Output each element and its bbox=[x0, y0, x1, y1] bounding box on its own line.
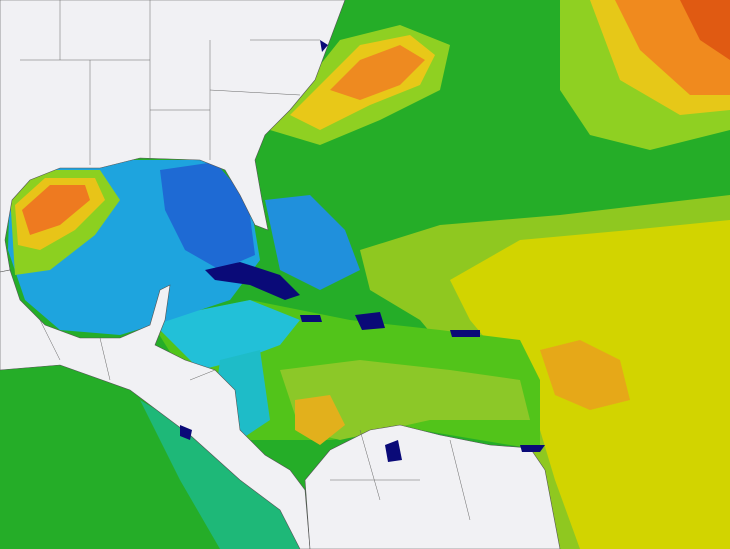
sea-zone bbox=[160, 162, 255, 270]
island bbox=[180, 425, 192, 440]
sea-zone bbox=[540, 340, 630, 410]
island bbox=[205, 262, 300, 300]
sea-zone bbox=[140, 400, 300, 549]
land bbox=[0, 269, 311, 549]
island bbox=[385, 440, 402, 462]
island bbox=[450, 330, 480, 337]
island bbox=[300, 315, 322, 322]
land bbox=[304, 424, 561, 549]
sea-zone bbox=[150, 300, 300, 370]
island bbox=[355, 312, 385, 330]
sea-zone bbox=[295, 395, 345, 445]
sea-zone bbox=[265, 195, 360, 290]
sea-zone bbox=[330, 45, 425, 100]
island bbox=[320, 40, 328, 52]
land bbox=[0, 0, 346, 273]
sea-zone bbox=[680, 0, 730, 60]
island bbox=[520, 445, 545, 452]
sea-zone bbox=[22, 185, 90, 235]
border bbox=[20, 0, 471, 521]
